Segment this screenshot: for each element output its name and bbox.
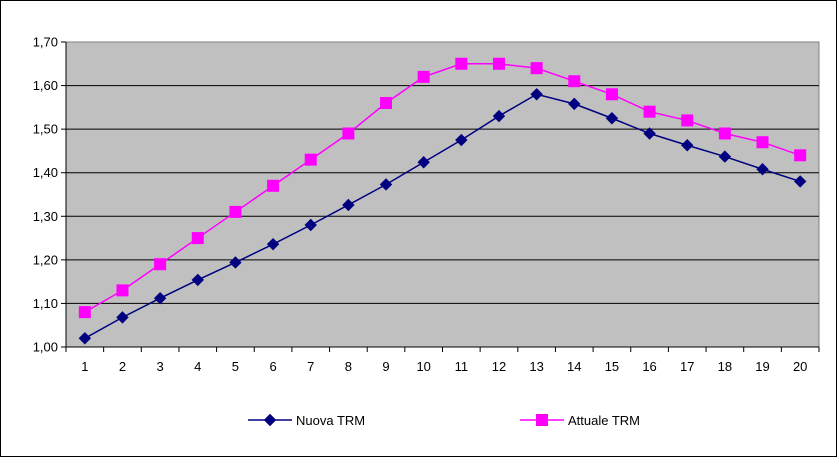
data-point [304,153,317,166]
x-tick-label: 20 [793,359,807,374]
x-tick-label: 4 [194,359,201,374]
x-tick-label: 8 [345,359,352,374]
data-point [267,179,280,192]
data-point [455,57,468,70]
x-tick-label: 11 [455,359,469,374]
data-point [605,88,618,101]
x-tick-label: 3 [157,359,164,374]
x-tick-label: 2 [119,359,126,374]
series-attuale-trm [78,57,807,319]
data-point [756,136,769,149]
legend-label: Nuova TRM [296,413,365,428]
data-point [304,218,317,232]
data-point [492,109,506,123]
data-point [530,88,543,101]
legend: Nuova TRM Attuale TRM [248,413,640,428]
series-layer [78,57,807,345]
x-tick-label: 16 [642,359,656,374]
data-point [417,156,430,169]
data-point [718,127,731,140]
series-nuova-trm [78,88,807,345]
data-point [379,178,393,191]
data-point [229,205,242,218]
data-point [793,175,807,188]
data-point [530,62,543,75]
data-point [492,57,505,70]
data-point [229,256,242,269]
data-point [153,291,167,305]
x-tick-label: 19 [755,359,769,374]
data-point [116,311,129,324]
y-tick-label: 1,70 [33,35,58,50]
legend-marker [536,414,548,426]
legend-label: Attuale TRM [568,413,640,428]
legend-item: Nuova TRM [248,413,365,428]
data-point [643,127,656,140]
data-point [342,198,355,212]
data-point [154,258,167,271]
series-line [84,63,801,313]
data-point [605,112,619,125]
x-tick-label: 14 [567,359,581,374]
data-point [342,127,355,140]
data-point [756,163,769,176]
data-point [78,332,92,345]
y-tick-label: 1,10 [33,296,58,311]
data-point [380,97,393,109]
y-tick-label: 1,40 [33,165,58,180]
x-tick-label: 7 [307,359,314,374]
data-point [417,70,430,83]
x-tick-label: 1 [81,359,88,374]
data-point [191,232,204,245]
y-tick-label: 1,30 [33,209,58,224]
data-point [643,105,656,118]
data-point [681,114,694,127]
data-point [116,284,129,297]
plot-area [65,41,820,348]
data-point [455,133,468,147]
legend-item: Attuale TRM [520,413,640,428]
y-tick-label: 1,20 [33,252,58,267]
series-line [84,93,801,339]
x-tick-label: 12 [492,359,506,374]
x-tick-label: 17 [680,359,694,374]
x-tick-label: 15 [605,359,619,374]
x-tick-label: 10 [416,359,430,374]
data-point [718,150,732,163]
y-tick-label: 1,50 [33,122,58,137]
data-point [568,97,581,111]
x-tick-label: 18 [718,359,732,374]
legend-marker [263,413,277,427]
y-tick-label: 1,00 [33,340,58,355]
data-point [191,273,204,287]
data-point [681,139,694,152]
axes: 1,001,101,201,301,401,501,601,701 2 3 4 5 6 7 8… [33,35,820,374]
data-point [794,149,807,162]
x-tick-label: 13 [529,359,543,374]
y-tick-label: 1,60 [33,78,58,93]
data-point [266,237,280,251]
x-tick-label: 6 [269,359,276,374]
data-point [78,306,91,319]
gridlines [66,85,819,304]
x-tick-label: 9 [382,359,389,374]
x-tick-label: 5 [232,359,239,374]
data-point [568,75,581,88]
